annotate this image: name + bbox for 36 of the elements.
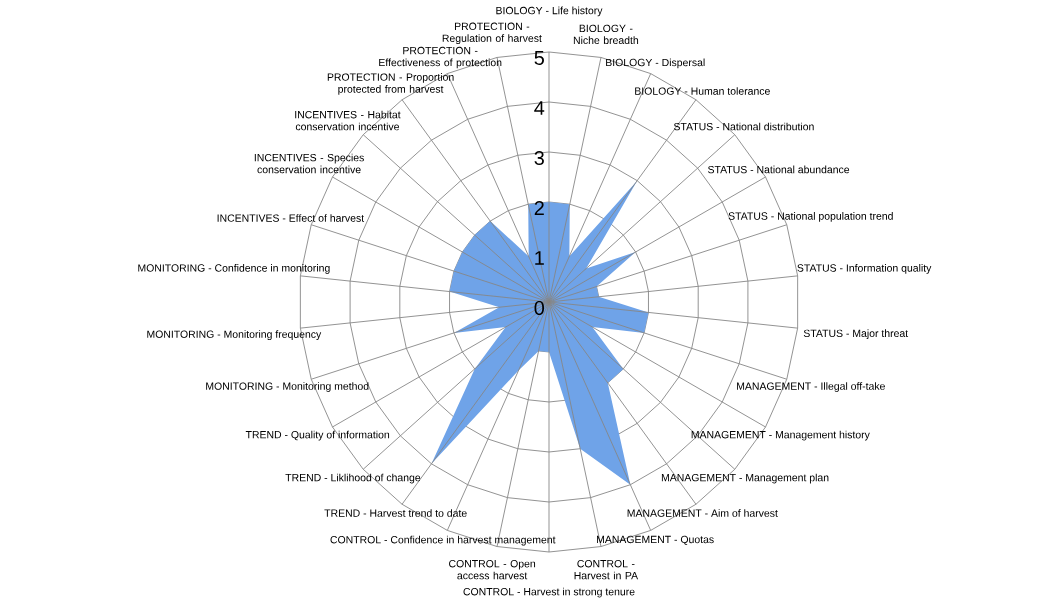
- spoke-label: PROTECTION - Effectiveness of protection: [379, 46, 502, 69]
- spoke-label: INCENTIVES - Habitat conservation incentive: [295, 110, 401, 131]
- spoke-label: MONITORING - Monitoring frequency: [147, 330, 322, 340]
- spoke-label: BIOLOGY - Life history: [496, 6, 603, 17]
- y-tick-label: 3: [534, 150, 544, 166]
- spoke-label: INCENTIVES - Species conservation incentive: [254, 153, 364, 174]
- spoke-label: BIOLOGY - Human tolerance: [635, 87, 770, 95]
- spoke-label: INCENTIVES - Effect of harvest: [217, 214, 365, 222]
- spoke-label: CONTROL - Harvest in PA: [574, 559, 639, 580]
- spoke-label: TREND - Quality of information: [245, 430, 390, 441]
- spoke-label: MONITORING - Confidence in monitoring: [138, 264, 330, 274]
- spoke-label: CONTROL - Open access harvest: [449, 559, 536, 580]
- spoke-label: STATUS - National population trend: [728, 212, 893, 222]
- spoke-label: BIOLOGY - Dispersal: [606, 58, 705, 69]
- y-tick-label: 4: [534, 101, 545, 115]
- spoke-label: STATUS - Major threat: [803, 329, 909, 340]
- spoke-label: BIOLOGY - Niche breadth: [573, 24, 639, 45]
- spoke-label: TREND - Harvest trend to date: [324, 509, 467, 517]
- y-tick-label: 0: [534, 300, 545, 316]
- y-tick-label: 2: [534, 201, 544, 215]
- spoke-label: STATUS - Information quality: [797, 264, 932, 274]
- spoke-label: MONITORING - Monitoring method: [206, 382, 369, 392]
- spoke-label: MANAGEMENT - Management history: [691, 430, 870, 441]
- spoke-label: MANAGEMENT - Quotas: [597, 535, 714, 546]
- spoke-label: PROTECTION - Proportion protected from harvest: [327, 73, 454, 95]
- y-tick-label: 1: [535, 251, 544, 265]
- spoke-label: STATUS - National abundance: [708, 165, 850, 174]
- spoke-label: CONTROL - Harvest in strong tenure: [463, 587, 635, 598]
- y-tick-label: 5: [534, 51, 544, 65]
- spoke-label: TREND - Liklihood of change: [285, 473, 421, 484]
- spoke-label: MANAGEMENT - Aim of harvest: [627, 509, 778, 517]
- spoke-label: STATUS - National distribution: [673, 122, 814, 131]
- spoke-label: CONTROL - Confidence in harvest management: [330, 535, 556, 546]
- spoke-label: MANAGEMENT - Illegal off-take: [737, 382, 885, 392]
- spoke-label: MANAGEMENT - Management plan: [661, 473, 829, 484]
- spoke-label: PROTECTION - Regulation of harvest: [442, 22, 542, 45]
